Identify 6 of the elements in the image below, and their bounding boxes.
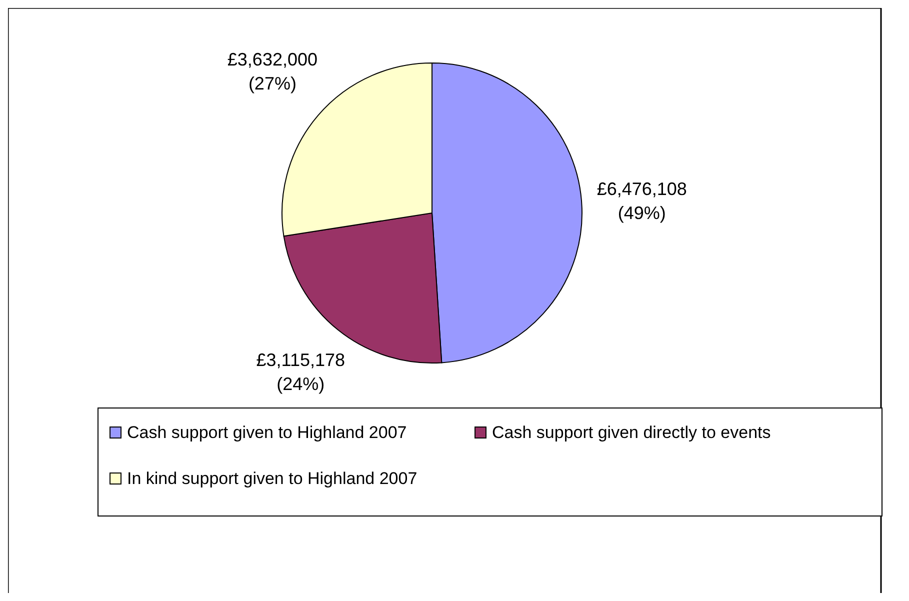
data-label: £6,476,108 (49%): [596, 179, 687, 224]
data-label: £3,115,178 (24%): [256, 350, 346, 394]
legend-label: In kind support given to Highland 2007: [127, 469, 418, 488]
data-label: £3,632,000 (27%): [227, 49, 318, 94]
legend-label: Cash support given directly to events: [492, 423, 771, 442]
legend-label: Cash support given to Highland 2007: [127, 423, 407, 442]
